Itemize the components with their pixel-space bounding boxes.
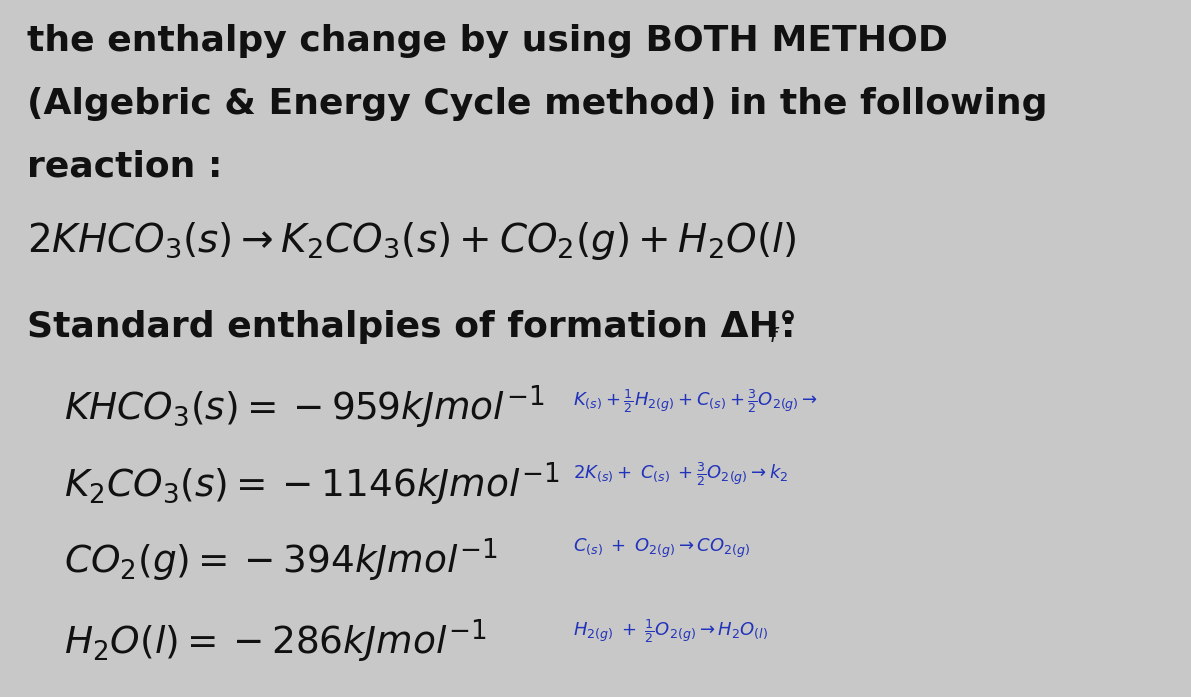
- Text: $K_{(s)} +\frac{1}{2}H_{2(g)} + C_{(s)} +\frac{3}{2}O_{2(g)} \rightarrow$: $K_{(s)} +\frac{1}{2}H_{2(g)} + C_{(s)} …: [573, 387, 818, 415]
- Text: Standard enthalpies of formation ΔH°: Standard enthalpies of formation ΔH°: [26, 310, 797, 344]
- Text: $C_{(s)}\; +\; O_{2(g)} \rightarrow CO_{2(g)}$: $C_{(s)}\; +\; O_{2(g)} \rightarrow CO_{…: [573, 537, 750, 560]
- Text: the enthalpy change by using BOTH METHOD: the enthalpy change by using BOTH METHOD: [26, 24, 948, 59]
- Text: $K_2CO_3(s) = -1146kJmol^{-1}$: $K_2CO_3(s) = -1146kJmol^{-1}$: [64, 460, 560, 508]
- Text: $2KHCO_3(s) \rightarrow K_2CO_3(s) + CO_2(g) + H_2O(l)$: $2KHCO_3(s) \rightarrow K_2CO_3(s) + CO_…: [26, 220, 796, 261]
- Text: $CO_2(g) = -394kJmol^{-1}$: $CO_2(g) = -394kJmol^{-1}$: [64, 537, 498, 585]
- Text: $_{f}$: $_{f}$: [768, 317, 780, 345]
- Text: $H_2O(l) = -286kJmol^{-1}$: $H_2O(l) = -286kJmol^{-1}$: [64, 617, 487, 665]
- Text: :: :: [781, 310, 796, 344]
- Text: $2K_{(s)} +\;C_{(s)}\; +\frac{3}{2}O_{2(g)} \rightarrow k_2$: $2K_{(s)} +\;C_{(s)}\; +\frac{3}{2}O_{2(…: [573, 460, 788, 488]
- Text: $H_{2(g)}\; +\;\frac{1}{2}O_{2(g)} \rightarrow H_2O_{(l)}$: $H_{2(g)}\; +\;\frac{1}{2}O_{2(g)} \righ…: [573, 617, 768, 645]
- Text: (Algebric & Energy Cycle method) in the following: (Algebric & Energy Cycle method) in the …: [26, 87, 1047, 121]
- Text: reaction :: reaction :: [26, 150, 223, 184]
- Text: $KHCO_3(s) = -959kJmol^{-1}$: $KHCO_3(s) = -959kJmol^{-1}$: [64, 383, 544, 431]
